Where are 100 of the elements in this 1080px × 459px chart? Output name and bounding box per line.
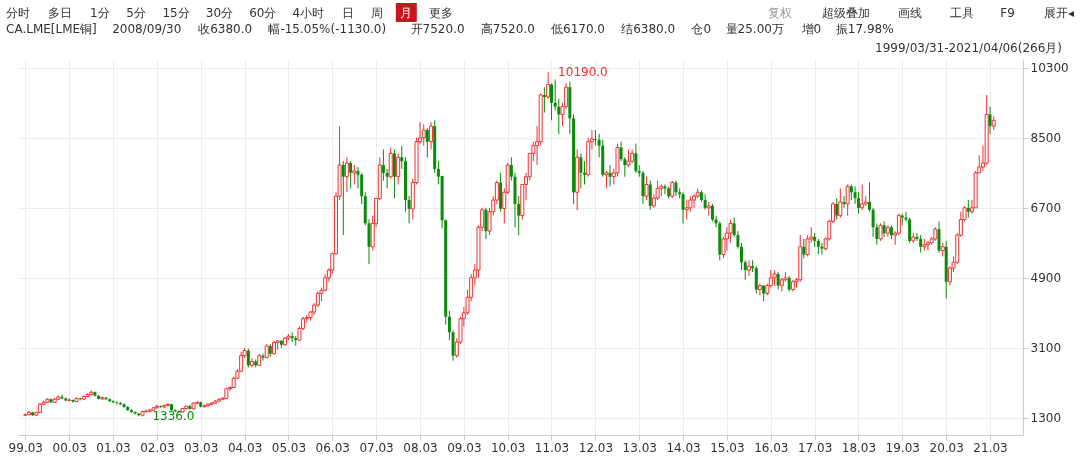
text: 超级叠加 [822, 6, 871, 20]
text: 展开◂ [1043, 6, 1074, 20]
candlestick [746, 259, 751, 277]
candlestick [261, 353, 265, 361]
x-tick-label: 00.03 [52, 440, 87, 455]
text: F9 [1000, 6, 1015, 20]
y-tick-label: 6700 [1030, 201, 1062, 216]
candlestick [421, 123, 426, 147]
x-tick-label: 03.03 [184, 440, 219, 455]
candlestick [122, 402, 126, 409]
text: 月 [399, 6, 412, 20]
x-tick-label: 19.03 [885, 440, 920, 455]
candlestick [703, 193, 707, 211]
text: 复权 [768, 6, 793, 20]
text: 30分 [205, 6, 234, 20]
candlestick [644, 176, 649, 201]
x-tick-label: 99.03 [8, 440, 43, 455]
candlestick [349, 160, 353, 189]
text: 收6380.0 [198, 22, 253, 36]
x-tick-label: 12.03 [578, 440, 614, 455]
candlestick [802, 238, 806, 259]
text: 开7520.0 [410, 22, 465, 36]
candlestick [388, 147, 393, 180]
text: 结6380.0 [621, 22, 676, 36]
y-tick-label: 8500 [1030, 131, 1062, 146]
candlestick [396, 152, 401, 185]
x-tick-label: 06.03 [315, 440, 350, 455]
candlestick [385, 168, 389, 189]
candlestick [838, 187, 843, 219]
candlestick [684, 199, 689, 220]
candlestick [757, 283, 762, 296]
x-tick-label: 14.03 [666, 440, 701, 455]
x-tick-label: 02.03 [140, 440, 175, 455]
text: 更多 [428, 6, 453, 20]
x-tick-label: 15.03 [710, 440, 745, 455]
candlestick [820, 242, 824, 255]
x-tick-label: 05.03 [271, 440, 307, 455]
x-tick-label: 08.03 [403, 440, 438, 455]
text: 周 [370, 6, 383, 20]
text: 2008/09/30 [112, 22, 182, 36]
candlestick [542, 86, 546, 114]
y-tick-label: 4900 [1030, 271, 1062, 286]
text: 5分 [126, 6, 146, 20]
text: 低6170.0 [551, 22, 605, 36]
x-tick-label: 18.03 [841, 440, 877, 455]
x-tick-label: 13.03 [622, 440, 657, 455]
annotation: 1336.0 [152, 409, 195, 424]
candlestick [425, 127, 429, 158]
candlestick [49, 397, 53, 404]
candlestick [663, 183, 667, 195]
candlestick [835, 197, 839, 220]
candlestick [842, 195, 846, 209]
candlestick [634, 143, 638, 174]
candlestick [608, 164, 612, 187]
candlestick [579, 152, 583, 189]
candlestick [352, 164, 357, 185]
x-tick-label: 20.03 [929, 440, 964, 455]
candlestick [484, 207, 488, 240]
x-tick-label: 09.03 [447, 440, 482, 455]
text: 振17.98% [835, 22, 894, 36]
annotation: 10190.0 [558, 65, 608, 80]
candlestick [743, 259, 747, 281]
candlestick [341, 160, 345, 236]
candlestick [681, 191, 685, 224]
text: 多日 [48, 6, 72, 20]
x-tick-label: 11.03 [534, 440, 570, 455]
candlestick [546, 71, 551, 100]
x-tick-label: 17.03 [797, 440, 833, 455]
text: 工具 [950, 6, 975, 20]
candlestick [648, 180, 652, 211]
text: 画线 [898, 6, 923, 20]
y-tick-label: 1300 [1030, 411, 1062, 426]
candlestick [937, 220, 941, 254]
x-tick-label: 07.03 [359, 440, 394, 455]
candlestick [400, 145, 404, 170]
text: 仓0 [691, 22, 712, 36]
candlestick [549, 82, 553, 121]
text: 幅-15.05%(-1130.0) [268, 22, 387, 36]
text: 高7520.0 [480, 22, 535, 36]
text: 日 [341, 6, 354, 20]
candlestick [344, 156, 349, 193]
text: 15分 [162, 6, 190, 20]
text: 分时 [6, 6, 30, 20]
text: 量25.00万 [725, 22, 784, 36]
text: CA.LME[LME铜] [6, 22, 97, 36]
candlestick [754, 265, 758, 294]
candlestick [882, 220, 886, 238]
x-tick-label: 16.03 [754, 440, 789, 455]
x-tick-label: 21.03 [973, 440, 1008, 455]
text: 1分 [90, 6, 110, 20]
y-tick-label: 3100 [1030, 341, 1062, 356]
text: 1999/03/31-2021/04/06(266月) [875, 41, 1062, 55]
text: 4小时 [292, 6, 325, 20]
text: 增0 [800, 22, 822, 36]
text: 60分 [249, 6, 277, 20]
candlestick [988, 106, 992, 135]
candlestick [392, 148, 396, 199]
x-tick-label: 04.03 [227, 440, 263, 455]
y-tick-label: 10300 [1030, 61, 1069, 76]
candlestick [429, 121, 434, 150]
